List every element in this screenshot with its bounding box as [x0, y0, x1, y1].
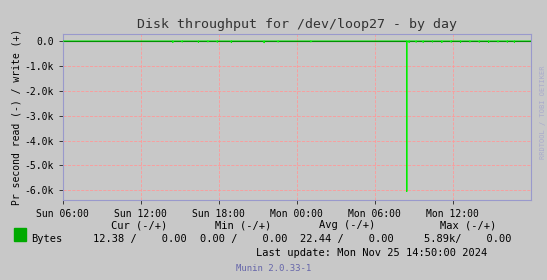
Text: Bytes: Bytes — [31, 234, 62, 244]
Text: RRDTOOL / TOBI OETIKER: RRDTOOL / TOBI OETIKER — [540, 65, 546, 159]
Y-axis label: Pr second read (-) / write (+): Pr second read (-) / write (+) — [11, 29, 22, 205]
Text: 12.38 /    0.00: 12.38 / 0.00 — [92, 234, 187, 244]
Text: 0.00 /    0.00: 0.00 / 0.00 — [200, 234, 287, 244]
Text: Cur (-/+): Cur (-/+) — [112, 220, 167, 230]
Title: Disk throughput for /dev/loop27 - by day: Disk throughput for /dev/loop27 - by day — [137, 18, 457, 31]
Text: Max (-/+): Max (-/+) — [440, 220, 496, 230]
Text: Min (-/+): Min (-/+) — [216, 220, 271, 230]
Text: Munin 2.0.33-1: Munin 2.0.33-1 — [236, 264, 311, 273]
Text: 22.44 /    0.00: 22.44 / 0.00 — [300, 234, 394, 244]
Text: Last update: Mon Nov 25 14:50:00 2024: Last update: Mon Nov 25 14:50:00 2024 — [257, 248, 487, 258]
Text: 5.89k/    0.00: 5.89k/ 0.00 — [424, 234, 511, 244]
Text: Avg (-/+): Avg (-/+) — [319, 220, 375, 230]
